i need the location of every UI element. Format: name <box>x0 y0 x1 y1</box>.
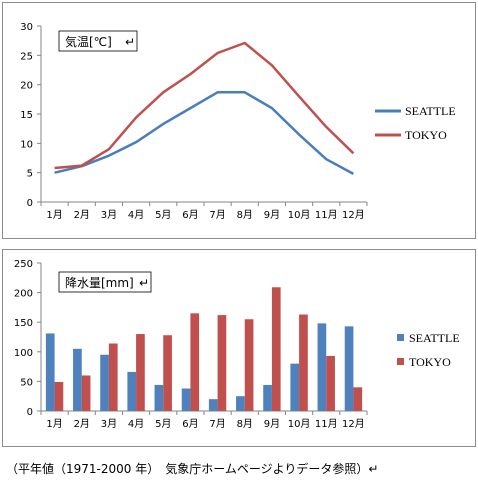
y-tick-label: 20 <box>20 81 33 92</box>
legend-label-tokyo: TOKYO <box>405 128 447 142</box>
x-tick-label: 1月 <box>46 418 62 430</box>
y-tick-label: 0 <box>27 407 33 418</box>
y-tick-label: 25 <box>20 51 33 62</box>
x-tick-label: 5月 <box>155 418 171 430</box>
y-tick-label: 5 <box>27 169 33 180</box>
bar-tokyo <box>244 319 254 411</box>
inner-title-box: 降水量[mm] ↵ <box>58 271 152 293</box>
source-footnote: （平年値（1971-2000 年） 気象庁ホームページよりデータ参照）↵ <box>6 462 379 476</box>
x-tick-label: 12月 <box>342 209 365 221</box>
bar-seattle <box>344 326 354 411</box>
x-tick-label: 11月 <box>315 209 338 221</box>
x-tick-label: 3月 <box>101 418 117 430</box>
x-tick-label: 8月 <box>237 418 253 430</box>
y-tick-label: 0 <box>27 198 33 209</box>
bar-tokyo <box>136 334 145 411</box>
bar-seattle <box>45 333 55 411</box>
legend-swatch-tokyo <box>397 358 404 365</box>
y-tick-label: 50 <box>20 377 33 388</box>
x-tick-label: 1月 <box>46 209 62 221</box>
y-tick-label: 250 <box>14 259 33 270</box>
x-tick-label: 6月 <box>182 418 198 430</box>
y-tick-label: 10 <box>20 139 33 150</box>
series-line-seattle <box>54 91 355 175</box>
x-tick-label: 5月 <box>155 209 171 221</box>
precipitation-chart-panel: 0 50 100 150 200 250 1月 2月 3月 4月 5月 6月 7月 8月 9月 10月 11月 1… <box>2 249 476 447</box>
y-tick-label: 200 <box>14 289 33 300</box>
y-tick-label: 15 <box>20 110 33 121</box>
bar-tokyo <box>190 313 200 411</box>
y-tick-label: 100 <box>14 348 33 359</box>
precipitation-bar-chart: 0 50 100 150 200 250 1月 2月 3月 4月 5月 6月 7月 8月 9月 10月 11月 1… <box>14 259 460 430</box>
legend-label-tokyo: TOKYO <box>409 355 451 369</box>
x-tick-label: 10月 <box>288 418 311 430</box>
bar-seattle <box>73 348 82 411</box>
legend-label-seattle: SEATTLE <box>409 331 460 345</box>
inner-title-border <box>58 271 152 293</box>
inner-title: 気温[℃] <box>65 34 112 49</box>
bar-tokyo <box>326 355 335 411</box>
bar-seattle <box>317 323 327 411</box>
legend-swatch-seattle <box>397 334 404 341</box>
x-tick-label: 7月 <box>209 418 225 430</box>
bar-seattle <box>127 371 137 411</box>
temperature-line-chart: 0 5 10 15 20 25 30 1月 2月 3月 4月 5月 6月 7月 8月 9月 10月 11月 12月 気… <box>20 22 456 221</box>
bar-seattle <box>100 354 109 411</box>
inner-title: 降水量[mm] <box>65 276 134 290</box>
x-tick-label: 3月 <box>101 209 117 221</box>
bar-tokyo <box>81 375 91 411</box>
x-tick-label: 2月 <box>74 418 90 430</box>
bar-tokyo <box>353 387 363 411</box>
x-tick-label: 9月 <box>264 418 280 430</box>
x-tick-label: 4月 <box>128 209 144 221</box>
bar-tokyo <box>163 335 172 411</box>
bar-tokyo <box>217 315 227 411</box>
bar-seattle <box>263 384 272 411</box>
bar-seattle <box>290 363 300 411</box>
bar-seattle <box>236 396 245 411</box>
inner-title-border <box>58 30 138 52</box>
bar-tokyo <box>271 287 281 411</box>
bar-tokyo <box>54 381 64 411</box>
temperature-chart-panel: 0 5 10 15 20 25 30 1月 2月 3月 4月 5月 6月 7月 8月 9月 10月 11月 12月 気… <box>2 2 476 239</box>
legend-label-seattle: SEATTLE <box>405 104 456 118</box>
return-mark: ↵ <box>125 35 135 49</box>
x-tick-label: 2月 <box>74 209 90 221</box>
x-tick-label: 10月 <box>288 209 311 221</box>
inner-title-box: 気温[℃] ↵ <box>58 30 138 52</box>
series-line-tokyo <box>54 41 355 170</box>
x-tick-label: 12月 <box>342 418 365 430</box>
x-tick-label: 9月 <box>264 209 280 221</box>
x-tick-label: 6月 <box>182 209 198 221</box>
y-tick-label: 150 <box>14 318 33 329</box>
return-mark: ↵ <box>139 276 149 290</box>
x-tick-label: 11月 <box>315 418 338 430</box>
x-tick-label: 4月 <box>128 418 144 430</box>
y-tick-label: 30 <box>20 22 33 33</box>
bar-seattle <box>181 388 191 411</box>
bar-tokyo <box>299 314 308 411</box>
bar-tokyo <box>108 343 118 411</box>
bar-seattle <box>208 399 218 411</box>
x-tick-label: 8月 <box>237 209 253 221</box>
x-tick-label: 7月 <box>209 209 225 221</box>
bar-seattle <box>154 384 164 411</box>
